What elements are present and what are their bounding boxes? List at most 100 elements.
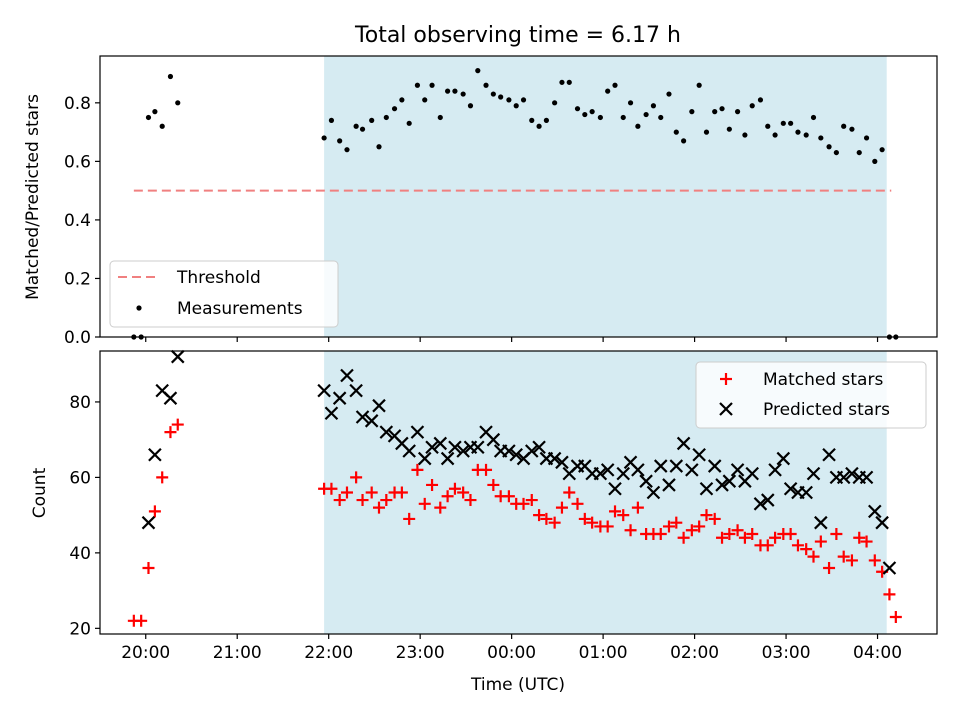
matched-star-point (677, 531, 690, 544)
measurement-point (681, 138, 687, 144)
matched-star-point (586, 516, 599, 529)
measurement-point (635, 123, 641, 129)
matched-star-point (571, 497, 584, 510)
ratio-panel-x-ticks (145, 337, 879, 342)
measurement-point (467, 103, 474, 109)
measurement-point (863, 135, 870, 141)
matched-star-point (333, 494, 346, 507)
matched-star-point (631, 501, 644, 514)
measurement-point (429, 82, 435, 88)
matched-star-point (723, 528, 736, 541)
measurement-point (321, 135, 327, 141)
measurement-point (696, 82, 702, 88)
predicted-star-point (524, 444, 539, 458)
predicted-star-point (317, 383, 331, 398)
matched-star-point (540, 512, 553, 525)
matched-star-point (164, 426, 177, 439)
measurement-point (734, 109, 741, 115)
predicted-star-point (417, 451, 432, 466)
measurement-point (673, 129, 679, 135)
measurement-point (399, 97, 405, 103)
matched-star-point (746, 528, 759, 541)
predicted-star-point (433, 436, 448, 451)
matched-star-point (464, 494, 477, 507)
matched-star-point (365, 486, 378, 499)
matched-star-point (601, 520, 614, 533)
measurement-point (795, 129, 801, 135)
measurement-point (383, 114, 389, 121)
predicted-star-point (753, 497, 768, 511)
predicted-star-point (631, 463, 645, 477)
predicted-star-point (163, 391, 178, 405)
chart-title: Total observing time = 6.17 h (354, 23, 681, 48)
measurement-point (643, 111, 649, 118)
predicted-star-point (425, 440, 439, 454)
ratio-legend-box (109, 260, 339, 328)
predicted-star-point (456, 444, 470, 458)
matched-star-point (325, 482, 338, 495)
matched-star-point (563, 486, 576, 499)
matched-star-point (373, 501, 385, 514)
predicted-star-point (440, 451, 455, 466)
legend-predicted-swatch (719, 402, 733, 416)
y-tick-label: 20 (69, 619, 91, 639)
predicted-star-point (806, 466, 821, 481)
legend-measurements-swatch (136, 305, 142, 311)
measurement-point (574, 106, 581, 112)
count-panel-frame (99, 350, 938, 635)
x-tick-label: 03:00 (762, 643, 811, 663)
matched-star-point (340, 486, 353, 499)
measurement-point (328, 117, 335, 123)
predicted-star-point (676, 436, 691, 451)
predicted-star-point (372, 398, 386, 413)
matched-star-point (823, 561, 836, 574)
y-tick-label: 0.2 (64, 269, 91, 289)
y-tick-label: 40 (69, 544, 91, 564)
measurement-point (175, 100, 181, 106)
matched-star-point (784, 528, 797, 541)
measurement-point (498, 94, 504, 100)
legend-matched-swatch (720, 373, 732, 385)
measurement-point (566, 79, 572, 85)
measurement-point (612, 82, 618, 88)
predicted-star-point (593, 466, 608, 481)
legend-predicted-label: Predicted stars (763, 400, 890, 420)
predicted-star-point (639, 474, 653, 488)
x-tick-label: 20:00 (121, 643, 170, 663)
matched-star-point (769, 531, 782, 544)
predicted-star-point (685, 463, 699, 477)
measurement-point (749, 103, 755, 109)
matched-star-point (830, 528, 843, 541)
measurement-point (344, 147, 350, 153)
matched-star-point (434, 501, 447, 514)
measurement-point (536, 123, 542, 129)
predicted-star-point (532, 440, 546, 454)
x-tick-label: 04:00 (853, 643, 902, 663)
measurement-point (605, 88, 611, 94)
measurement-point (719, 106, 725, 112)
measurement-point (833, 149, 839, 156)
measurement-point (483, 82, 489, 88)
predicted-star-point (814, 515, 828, 530)
matched-star-point (533, 509, 546, 522)
predicted-star-point (692, 447, 706, 462)
measurement-point (627, 100, 634, 106)
matched-star-point (517, 497, 530, 510)
matched-star-point (716, 531, 729, 544)
matched-star-point (403, 512, 416, 525)
ratio-panel-frame (99, 55, 938, 338)
matched-star-point (135, 614, 148, 627)
measurement-point (757, 97, 764, 103)
matched-star-point (670, 516, 683, 529)
measurement-point (391, 106, 398, 112)
predicted-star-point (486, 432, 501, 447)
measurement-point (650, 103, 657, 109)
predicted-star-point (379, 425, 394, 439)
matched-star-point (731, 524, 744, 537)
predicted-star-point (653, 459, 668, 473)
matched-star-point (807, 550, 820, 563)
measurement-point (620, 114, 626, 121)
legend-measurements-label: Measurements (177, 299, 303, 319)
predicted-star-point (707, 459, 722, 473)
